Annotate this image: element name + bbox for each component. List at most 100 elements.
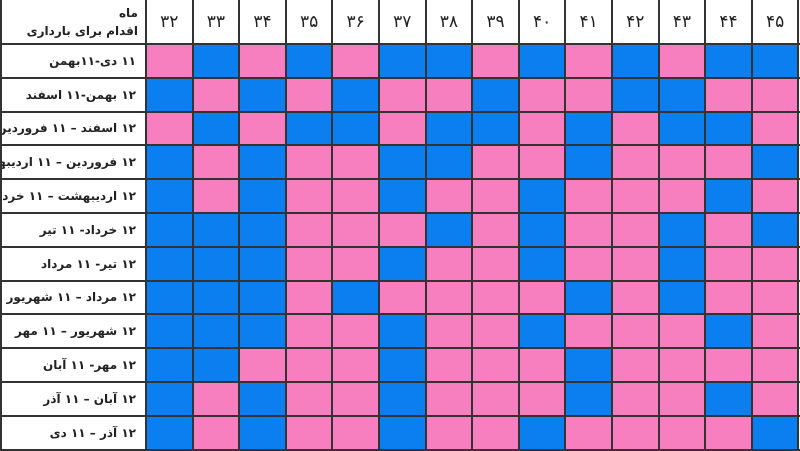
cell-pink <box>565 44 612 78</box>
cell-pink <box>425 348 473 382</box>
grid-line-vertical <box>238 0 241 450</box>
cell-blue <box>379 179 426 213</box>
cell-pink <box>751 179 799 213</box>
cell-pink <box>425 77 473 112</box>
row-header: ۱۲ اسفند – ۱۱ فروردین <box>0 112 146 146</box>
cell-pink <box>472 145 519 180</box>
grid-line-horizontal <box>0 313 800 316</box>
grid-line-vertical <box>145 0 147 450</box>
grid-line-horizontal <box>0 279 800 282</box>
column-header: ۴۰ <box>532 12 552 32</box>
cell-blue <box>146 382 193 416</box>
cell-blue <box>751 213 799 247</box>
cell-pink <box>285 415 333 450</box>
row-header: ۱۲ مرداد – ۱۱ شهریور <box>0 281 146 315</box>
row-header: ۱۲ مهر- ۱۱ آبان <box>0 348 146 382</box>
column-header: ۳۸ <box>439 12 459 32</box>
cell-pink <box>658 145 706 180</box>
cell-pink <box>425 314 473 349</box>
grid-line-horizontal <box>0 245 800 248</box>
cell-blue <box>518 179 566 213</box>
cell-blue <box>192 280 240 315</box>
cell-pink <box>472 179 519 213</box>
cell-pink <box>751 314 799 349</box>
cell-pink <box>751 280 799 315</box>
cell-pink <box>705 213 752 247</box>
cell-pink <box>472 314 519 349</box>
cell-blue <box>239 213 286 247</box>
cell-blue <box>751 145 799 180</box>
cell-pink <box>612 179 659 213</box>
row-label: ۱۲ بهمن-۱۱ اسفند <box>25 87 136 102</box>
column-header: ۳۹ <box>486 12 505 32</box>
grid-line-vertical <box>331 0 334 450</box>
grid-line-horizontal <box>0 76 800 79</box>
cell-blue <box>565 111 612 146</box>
cell-blue <box>192 111 240 146</box>
cell-pink <box>472 382 519 416</box>
grid-line-vertical <box>750 0 753 450</box>
cell-blue <box>658 77 706 112</box>
cell-pink <box>425 280 473 315</box>
cell-pink <box>285 179 333 213</box>
cell-pink <box>146 111 193 146</box>
cell-blue <box>239 179 286 213</box>
cell-blue <box>379 44 426 78</box>
cell-blue <box>239 246 286 281</box>
cell-blue <box>379 246 426 281</box>
cell-pink <box>565 246 612 281</box>
cell-pink <box>285 213 333 247</box>
cell-pink <box>472 44 519 78</box>
grid-line-horizontal <box>0 43 800 45</box>
cell-pink <box>612 314 659 349</box>
column-header: ۳۳ <box>206 12 226 32</box>
row-label: ۱۲ آبان – ۱۱ آذر <box>43 391 136 406</box>
cell-pink <box>332 382 379 416</box>
grid-line-vertical <box>0 0 2 450</box>
cell-pink <box>146 44 193 78</box>
cell-pink <box>285 280 333 315</box>
grid-line-horizontal <box>0 110 800 113</box>
cell-blue <box>146 348 193 382</box>
row-header: ۱۲ تیر- ۱۱ مرداد <box>0 247 146 281</box>
cell-pink <box>332 145 379 180</box>
cell-pink <box>332 213 379 247</box>
cell-blue <box>612 77 659 112</box>
cell-blue <box>239 314 286 349</box>
cell-pink <box>751 246 799 281</box>
cell-pink <box>332 348 379 382</box>
grid-line-vertical <box>657 0 660 450</box>
cell-blue <box>705 44 752 78</box>
cell-blue <box>192 213 240 247</box>
cell-pink <box>658 314 706 349</box>
cell-pink <box>472 415 519 450</box>
cell-blue <box>146 314 193 349</box>
cell-pink <box>239 44 286 78</box>
cell-pink <box>332 246 379 281</box>
cell-blue <box>332 111 379 146</box>
cell-pink <box>658 44 706 78</box>
cell-blue <box>612 44 659 78</box>
cell-blue <box>565 280 612 315</box>
cell-blue <box>379 382 426 416</box>
cell-pink <box>285 382 333 416</box>
cell-blue <box>239 280 286 315</box>
cell-blue <box>239 145 286 180</box>
cell-blue <box>518 314 566 349</box>
cell-pink <box>332 314 379 349</box>
cell-pink <box>612 111 659 146</box>
cell-blue <box>518 213 566 247</box>
cell-pink <box>705 415 752 450</box>
row-label: ۱۲ تیر- ۱۱ مرداد <box>40 256 136 271</box>
cell-pink <box>192 179 240 213</box>
cell-blue <box>146 280 193 315</box>
grid-line-horizontal <box>0 414 800 417</box>
cell-pink <box>658 382 706 416</box>
cell-blue <box>332 280 379 315</box>
cell-blue <box>658 111 706 146</box>
cell-pink <box>192 77 240 112</box>
grid-line-vertical <box>517 0 520 450</box>
cell-pink <box>612 280 659 315</box>
cell-blue <box>518 415 566 450</box>
cell-pink <box>612 213 659 247</box>
